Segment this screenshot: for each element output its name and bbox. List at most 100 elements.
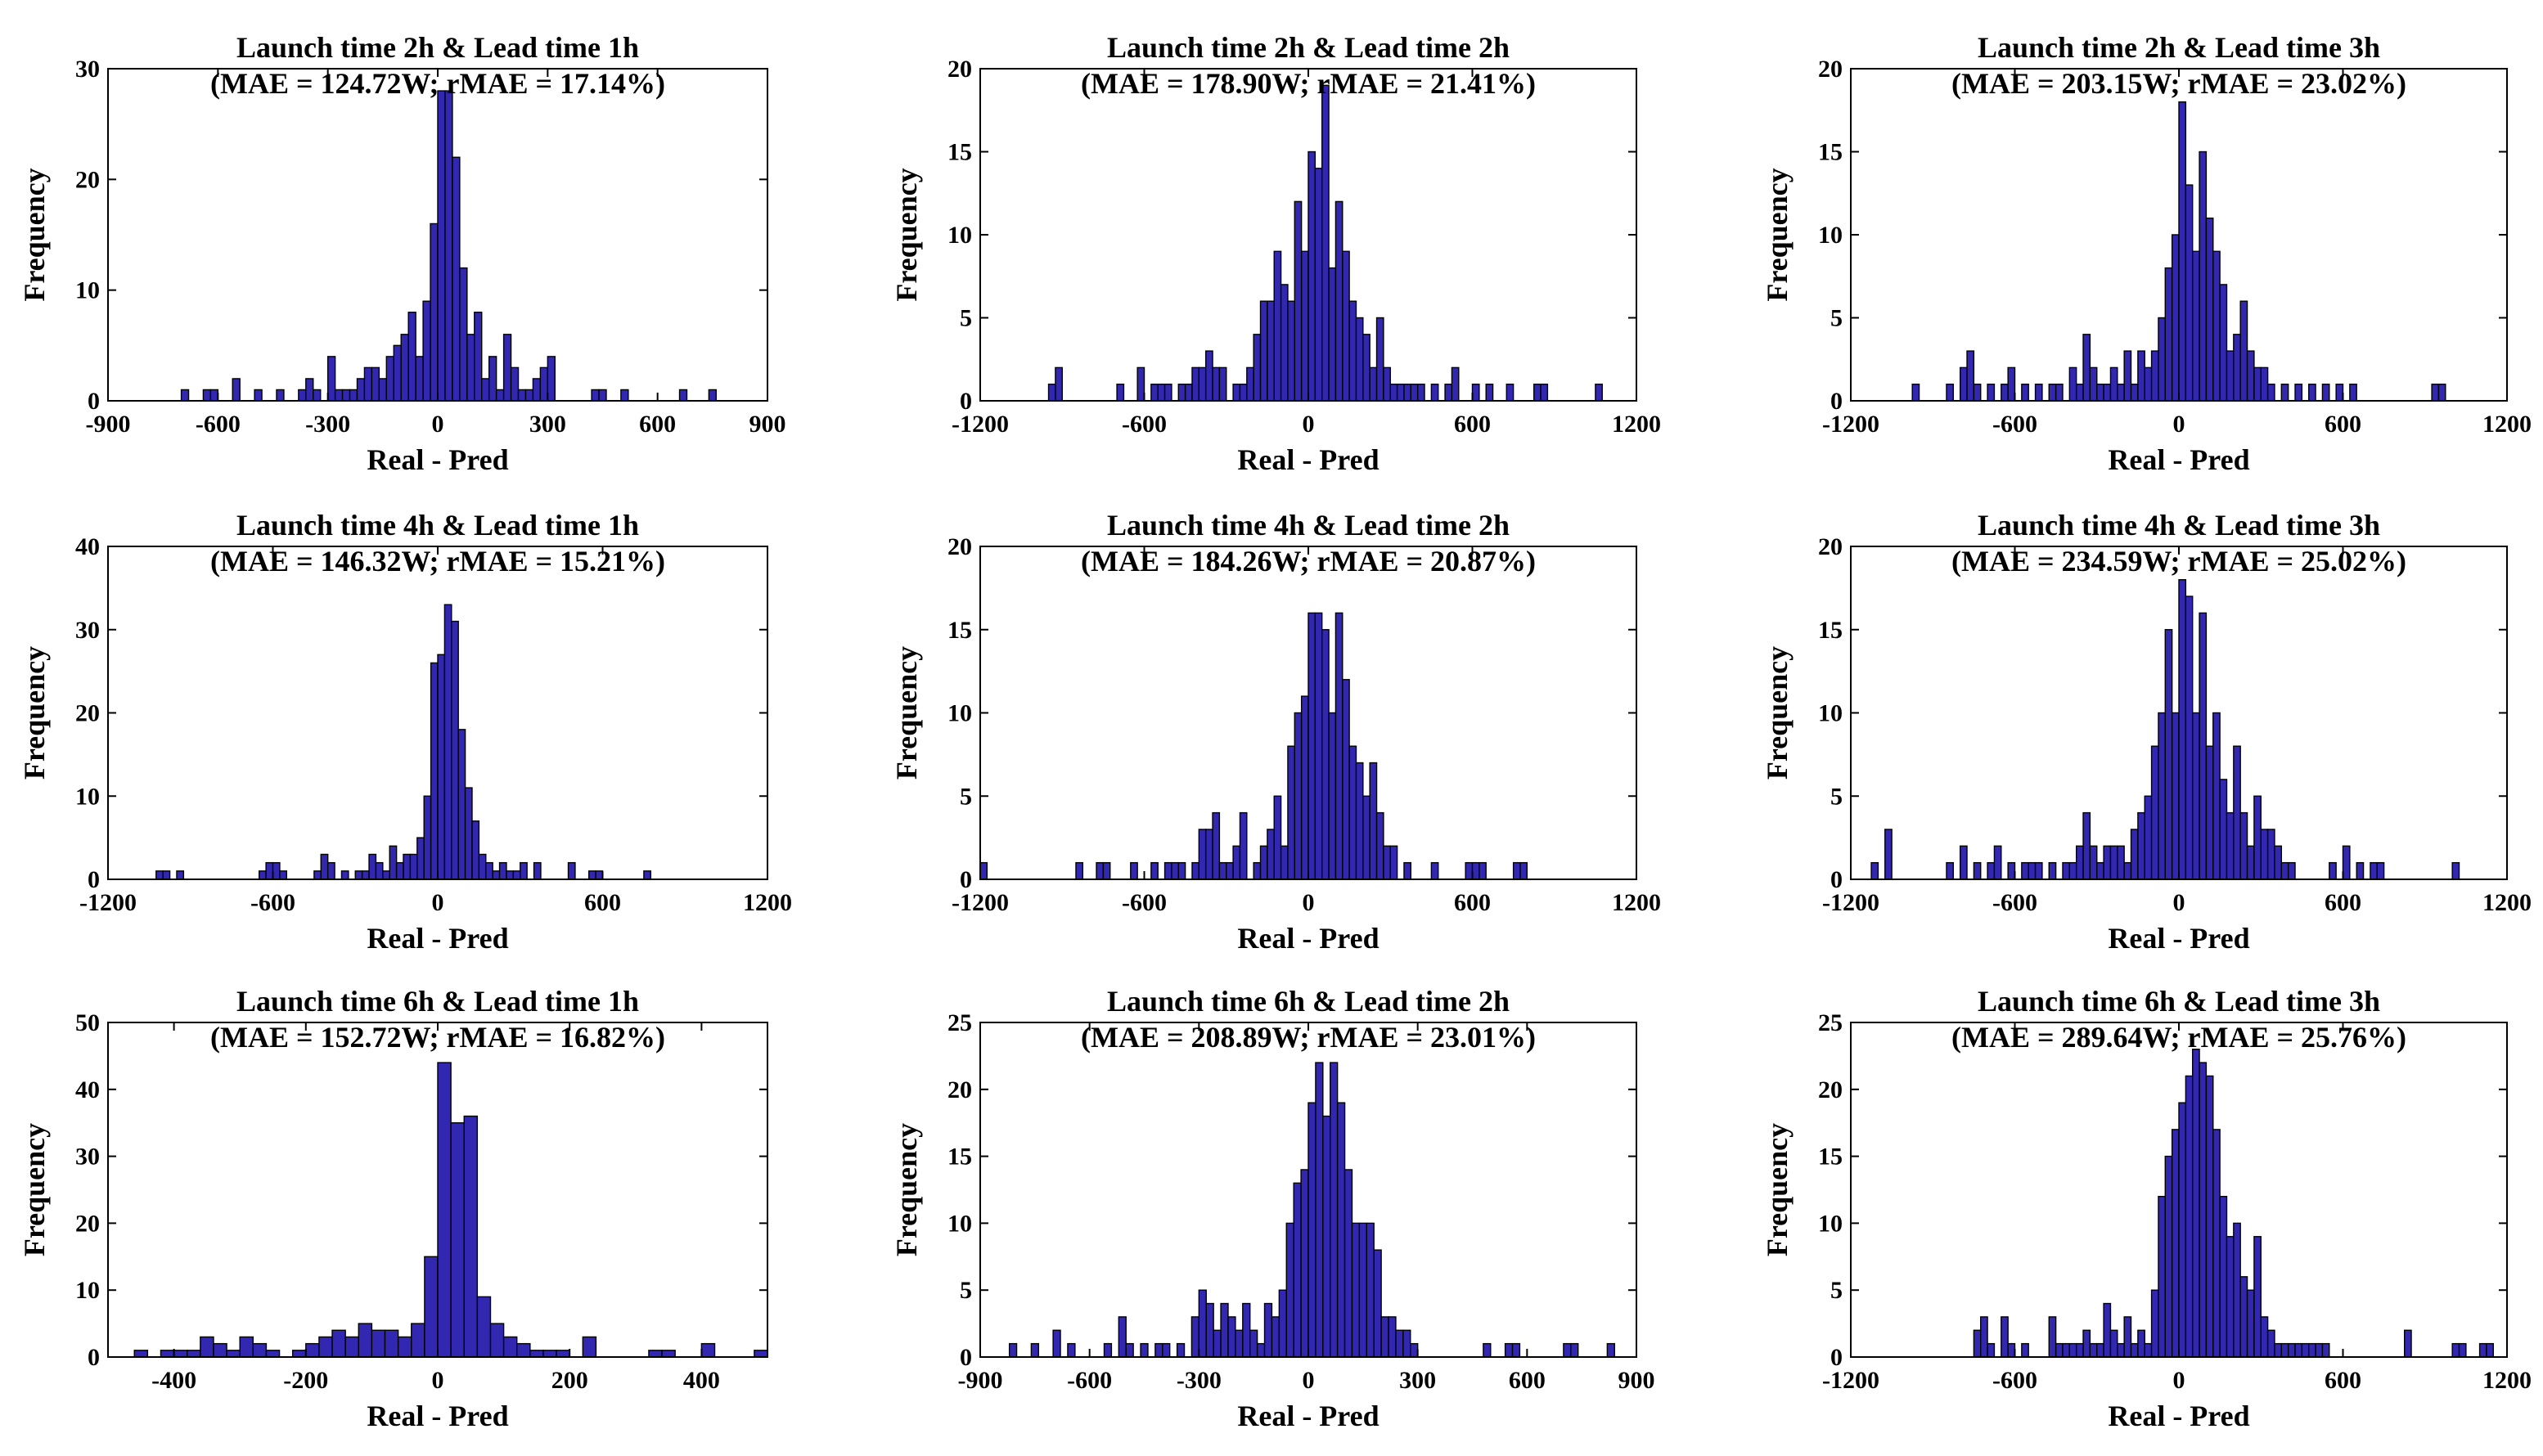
histogram-bar — [1226, 861, 1234, 880]
histogram-bar — [2287, 861, 2296, 880]
histogram-bar — [754, 1350, 768, 1358]
x-tick-label: -600 — [1067, 1367, 1112, 1394]
histogram-bar — [2178, 579, 2187, 880]
x-tick-label: 200 — [551, 1367, 588, 1394]
histogram-bar — [1293, 1182, 1302, 1358]
histogram-bar — [305, 1342, 320, 1358]
histogram-bar — [2212, 1129, 2221, 1358]
histogram-bar — [533, 861, 542, 880]
histogram-bar — [1335, 200, 1344, 402]
y-tick-label: 10 — [947, 1210, 972, 1237]
histogram-bar — [1232, 384, 1241, 402]
histogram-bar — [1308, 612, 1317, 880]
histogram-bar — [2055, 384, 2064, 402]
histogram-bar — [524, 389, 534, 402]
x-tick-label: -1200 — [1822, 1367, 1879, 1394]
x-axis-label: Real - Pred — [2108, 1400, 2249, 1432]
histogram-bar — [2199, 612, 2208, 880]
histogram-bar — [1512, 861, 1521, 880]
x-tick-label: 600 — [2325, 889, 2361, 916]
histogram-bar — [1402, 1329, 1411, 1358]
chart-subtitle: (MAE = 178.90W; rMAE = 21.41%) — [1081, 67, 1536, 100]
histogram-bar — [313, 389, 322, 402]
x-tick-label: 900 — [1618, 1367, 1655, 1394]
histogram-bar — [2034, 861, 2043, 880]
histogram-bar — [1249, 1329, 1258, 1358]
histogram-bar — [1220, 1302, 1229, 1358]
histogram-bar — [1177, 384, 1186, 402]
histogram-bar — [2266, 384, 2275, 402]
y-tick-label: 20 — [1818, 1076, 1843, 1103]
histogram-bar — [1212, 811, 1221, 880]
histogram-bar — [1052, 1329, 1061, 1358]
histogram-bar — [252, 1342, 268, 1358]
histogram-bar — [2117, 845, 2125, 880]
histogram-bar — [437, 654, 446, 880]
histogram-bar — [2075, 384, 2084, 402]
x-tick-label: -600 — [1992, 1367, 2037, 1394]
x-tick-label: -600 — [1122, 411, 1167, 438]
histogram-bar — [375, 861, 384, 880]
histogram-bar — [2246, 350, 2255, 402]
histogram-bar — [1239, 384, 1248, 402]
histogram-bar — [1321, 84, 1330, 402]
histogram-bar — [1198, 829, 1207, 880]
histogram-bar — [2199, 1062, 2208, 1358]
histogram-bar — [265, 861, 274, 880]
histogram-bar — [1595, 384, 1603, 402]
histogram-bar — [395, 861, 404, 880]
histogram-bar — [1273, 250, 1282, 402]
y-tick-label: 40 — [75, 533, 100, 560]
histogram-bar — [1987, 384, 1996, 402]
histogram-bar — [1358, 1222, 1367, 1358]
histogram-bar — [2205, 218, 2214, 402]
histogram-bar — [598, 389, 607, 402]
histogram-bar — [1973, 1329, 1982, 1358]
histogram-bar — [510, 366, 520, 402]
histogram-bar — [2034, 384, 2043, 402]
x-tick-label: -600 — [1122, 889, 1167, 916]
histogram-bar — [495, 389, 505, 402]
x-tick-label: -600 — [196, 411, 241, 438]
histogram-bar — [2117, 384, 2125, 402]
histogram-bar — [2096, 384, 2104, 402]
histogram-bar — [567, 861, 576, 880]
histogram-bar — [1163, 384, 1172, 402]
histogram-bar — [2158, 317, 2166, 402]
y-tick-label: 0 — [88, 866, 100, 893]
histogram-bar — [1430, 384, 1439, 402]
histogram-bar — [1136, 366, 1145, 402]
histogram-bar — [1300, 250, 1309, 402]
histogram-bar — [1267, 300, 1275, 402]
histogram-bar — [1030, 1342, 1039, 1358]
histogram-bar — [1987, 1342, 1996, 1358]
histogram-panel-8: -900 -600 -300 0 300 600 900 0 5 10 15 20 25 Launch t… — [890, 985, 1655, 1432]
histogram-bar — [133, 1350, 149, 1358]
y-tick-label: 15 — [947, 617, 972, 644]
histogram-bar — [1403, 384, 1412, 402]
histogram-bar — [648, 1350, 663, 1358]
histogram-bar — [1410, 1342, 1419, 1358]
y-axis-label: Frequency — [1761, 646, 1794, 780]
histogram-bar — [471, 820, 480, 880]
histogram-bar — [422, 300, 431, 402]
histogram-bar — [1300, 695, 1309, 880]
histogram-bar — [2123, 1316, 2132, 1358]
histogram-bar — [2048, 384, 2057, 402]
histogram-bar — [516, 1342, 531, 1358]
x-tick-label: 0 — [1303, 411, 1315, 438]
x-tick-label: 600 — [584, 889, 621, 916]
histogram-bar — [2451, 861, 2460, 880]
y-tick-label: 25 — [1818, 1009, 1843, 1036]
chart-subtitle: (MAE = 289.64W; rMAE = 25.76%) — [1951, 1021, 2406, 1054]
histogram-bar — [451, 620, 459, 880]
histogram-bar — [1911, 384, 1920, 402]
histogram-bar — [1355, 317, 1364, 402]
y-axis-label: Frequency — [1761, 168, 1794, 301]
histogram-bar — [2253, 795, 2262, 880]
histogram-bar — [2075, 1342, 2084, 1358]
x-axis-label: Real - Pred — [1237, 443, 1379, 476]
histogram-bar — [2280, 861, 2289, 880]
histogram-bar — [1342, 250, 1350, 402]
